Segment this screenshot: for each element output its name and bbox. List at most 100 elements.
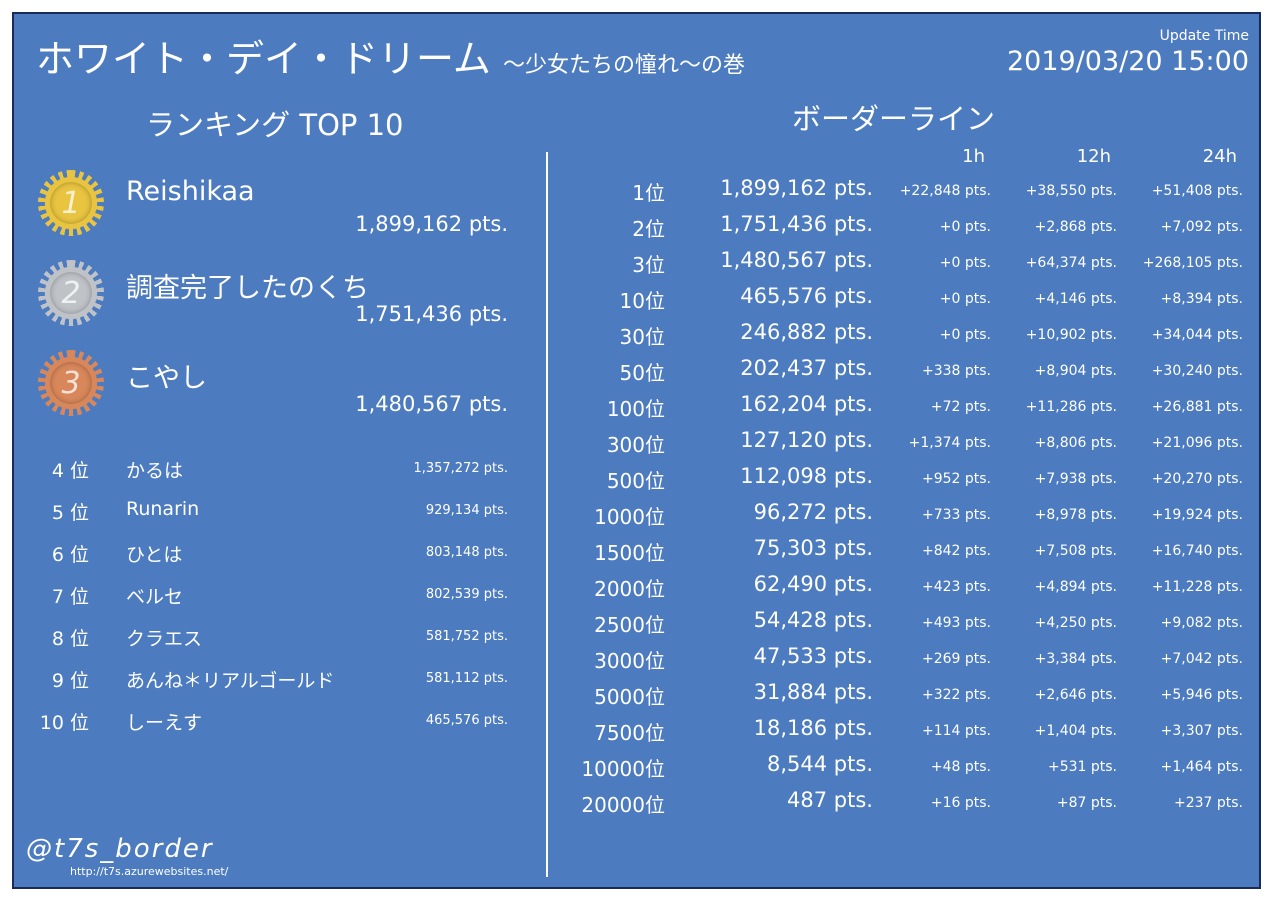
event-title: ホワイト・デイ・ドリーム ～少女たちの憧れ～の巻 [36, 37, 745, 81]
delta-24h: +34,044 pts. [1151, 327, 1243, 343]
player-name: ベルセ [126, 586, 184, 608]
delta-24h: +11,228 pts. [1151, 579, 1243, 595]
border-points: 1,899,162 pts. [720, 176, 873, 200]
border-rank: 2500位 [594, 613, 665, 637]
update-label: Update Time [1159, 28, 1249, 44]
delta-1h: +269 pts. [921, 651, 991, 667]
delta-24h: +30,240 pts. [1151, 363, 1243, 379]
border-points: 1,480,567 pts. [720, 248, 873, 272]
delta-1h: +0 pts. [939, 219, 991, 235]
player-name: あんね＊リアルゴールド [126, 670, 335, 692]
delta-1h: +0 pts. [939, 255, 991, 271]
border-row: 7500位 18,186 pts. +114 pts. +1,404 pts. … [14, 716, 1263, 752]
delta-24h: +1,464 pts. [1160, 759, 1243, 775]
delta-24h: +237 pts. [1173, 795, 1243, 811]
delta-12h: +4,894 pts. [1034, 579, 1117, 595]
delta-12h: +38,550 pts. [1025, 183, 1117, 199]
delta-1h: +733 pts. [921, 507, 991, 523]
twitter-handle-logo: @t7s_border [26, 834, 214, 864]
border-points: 246,882 pts. [740, 320, 873, 344]
border-rank: 10000位 [581, 757, 665, 781]
border-panel: ホワイト・デイ・ドリーム ～少女たちの憧れ～の巻 Update Time 201… [12, 12, 1261, 889]
border-rank: 3000位 [594, 649, 665, 673]
delta-1h: +0 pts. [939, 327, 991, 343]
border-points: 96,272 pts. [753, 500, 873, 524]
player-points: 1,357,272 pts. [413, 461, 508, 476]
border-points: 8,544 pts. [767, 752, 873, 776]
rank-label: 8 位 [51, 628, 89, 650]
delta-12h: +8,904 pts. [1034, 363, 1117, 379]
border-points: 162,204 pts. [740, 392, 873, 416]
delta-1h: +952 pts. [921, 471, 991, 487]
border-row: 5000位 31,884 pts. +322 pts. +2,646 pts. … [14, 680, 1263, 716]
update-time: 2019/03/20 15:00 [1006, 46, 1249, 77]
delta-24h: +9,082 pts. [1160, 615, 1243, 631]
delta-12h: +11,286 pts. [1025, 399, 1117, 415]
rank-label: 10 位 [39, 712, 89, 734]
player-name: かるは [126, 460, 184, 482]
border-rank: 2位 [632, 217, 665, 241]
border-row: 20000位 487 pts. +16 pts. +87 pts. +237 p… [14, 788, 1263, 824]
delta-12h: +4,250 pts. [1034, 615, 1117, 631]
top-player-name: こやし [126, 363, 207, 394]
delta-24h: +7,092 pts. [1160, 219, 1243, 235]
border-points: 112,098 pts. [740, 464, 873, 488]
rank-label: 9 位 [51, 670, 89, 692]
player-points: 465,576 pts. [425, 713, 508, 728]
delta-12h: +10,902 pts. [1025, 327, 1117, 343]
delta-24h: +20,270 pts. [1151, 471, 1243, 487]
medal-2-icon: 2 [38, 260, 104, 326]
border-row: 1位 1,899,162 pts. +22,848 pts. +38,550 p… [14, 176, 1263, 212]
border-row: 50位 202,437 pts. +338 pts. +8,904 pts. +… [14, 356, 1263, 392]
delta-24h: +51,408 pts. [1151, 183, 1243, 199]
border-rank: 1500位 [594, 541, 665, 565]
border-points: 62,490 pts. [753, 572, 873, 596]
border-rank: 3位 [632, 253, 665, 277]
delta-12h: +8,806 pts. [1034, 435, 1117, 451]
border-rank: 100位 [606, 397, 665, 421]
rank-label: 5 位 [51, 502, 89, 524]
border-row: 2500位 54,428 pts. +493 pts. +4,250 pts. … [14, 608, 1263, 644]
rank-label: 6 位 [51, 544, 89, 566]
ranking-heading: ランキング TOP 10 [146, 108, 404, 142]
player-points: 581,752 pts. [425, 629, 508, 644]
delta-1h: +16 pts. [930, 795, 991, 811]
player-name: クラエス [126, 628, 203, 650]
border-rank: 2000位 [594, 577, 665, 601]
medal-1-icon: 1 [38, 170, 104, 236]
delta-12h: +7,508 pts. [1034, 543, 1117, 559]
top-player-name: 調査完了したのくち [126, 273, 369, 304]
border-rank: 1000位 [594, 505, 665, 529]
border-points: 487 pts. [787, 788, 873, 812]
border-rank: 1位 [632, 181, 665, 205]
medal-3-icon: 3 [38, 350, 104, 416]
player-name: Runarin [126, 498, 200, 520]
border-row: 3位 1,480,567 pts. +0 pts. +64,374 pts. +… [14, 248, 1263, 284]
border-rank: 300位 [606, 433, 665, 457]
site-url-link[interactable]: http://t7s.azurewebsites.net/ [70, 865, 229, 878]
border-rank: 30位 [619, 325, 665, 349]
border-points: 465,576 pts. [740, 284, 873, 308]
top-player-points: 1,899,162 pts. [355, 212, 508, 236]
border-heading: ボーダーライン [792, 102, 996, 136]
player-name: ひとは [126, 544, 183, 566]
border-points: 54,428 pts. [753, 608, 873, 632]
border-rank: 7500位 [594, 721, 665, 745]
delta-12h: +3,384 pts. [1034, 651, 1117, 667]
border-row: 10位 465,576 pts. +0 pts. +4,146 pts. +8,… [14, 284, 1263, 320]
border-points: 1,751,436 pts. [720, 212, 873, 236]
col-header-1h: 1h [962, 146, 985, 167]
delta-24h: +7,042 pts. [1160, 651, 1243, 667]
border-row: 1000位 96,272 pts. +733 pts. +8,978 pts. … [14, 500, 1263, 536]
col-header-24h: 24h [1202, 146, 1237, 167]
delta-12h: +8,978 pts. [1034, 507, 1117, 523]
border-rank: 5000位 [594, 685, 665, 709]
medal-number: 3 [50, 362, 92, 404]
border-row: 3000位 47,533 pts. +269 pts. +3,384 pts. … [14, 644, 1263, 680]
medal-number: 2 [50, 272, 92, 314]
delta-24h: +3,307 pts. [1160, 723, 1243, 739]
event-subtitle: ～少女たちの憧れ～の巻 [502, 53, 745, 78]
delta-1h: +322 pts. [921, 687, 991, 703]
delta-24h: +16,740 pts. [1151, 543, 1243, 559]
player-points: 929,134 pts. [425, 503, 508, 518]
